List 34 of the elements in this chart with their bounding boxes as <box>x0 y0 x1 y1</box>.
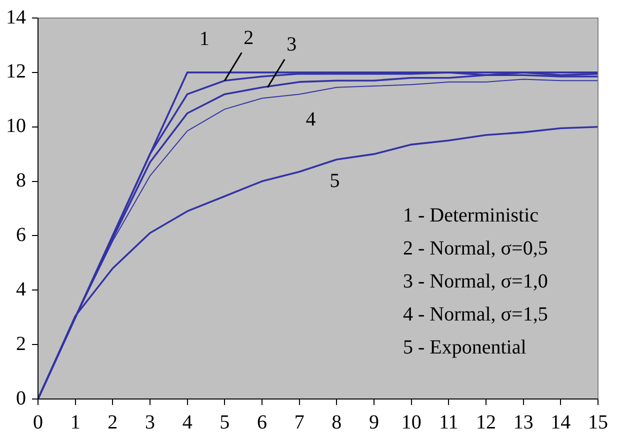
x-tick-label: 11 <box>439 411 458 434</box>
y-tick-label: 8 <box>16 170 26 192</box>
x-tick-label: 14 <box>550 411 571 434</box>
x-tick-label: 9 <box>369 411 379 434</box>
x-tick-label: 7 <box>294 411 304 434</box>
annotation: 5 <box>330 170 340 192</box>
x-tick-label: 3 <box>145 411 155 434</box>
annotation: 1 <box>199 28 210 50</box>
x-tick-label: 2 <box>108 411 118 434</box>
y-tick-label: 2 <box>16 332 26 355</box>
x-tick-label: 6 <box>257 411 267 434</box>
y-tick-label: 14 <box>6 6 26 28</box>
annotation: 3 <box>286 34 297 56</box>
y-tick-label: 10 <box>6 115 26 138</box>
annotation: 2 <box>244 26 254 49</box>
annotation: 3 - Normal, σ=1,0 <box>403 270 548 292</box>
x-tick-label: 1 <box>70 411 80 434</box>
y-tick-label: 6 <box>16 224 26 246</box>
x-tick-label: 13 <box>513 411 534 434</box>
y-tick-label: 12 <box>6 60 26 83</box>
annotation: 2 - Normal, σ=0,5 <box>403 237 548 260</box>
annotation: 1 - Deterministic <box>403 204 539 226</box>
annotation: 5 - Exponential <box>403 336 527 358</box>
x-tick-label: 0 <box>33 411 43 434</box>
x-tick-label: 5 <box>220 411 230 434</box>
y-tick-label: 0 <box>16 387 26 410</box>
y-tick-label: 4 <box>16 278 26 300</box>
annotation: 4 - Normal, σ=1,5 <box>403 303 548 326</box>
annotation: 4 <box>306 108 316 130</box>
x-tick-label: 10 <box>401 411 422 434</box>
x-tick-label: 12 <box>476 411 496 434</box>
x-tick-label: 4 <box>182 411 192 434</box>
x-tick-label: 8 <box>332 411 342 434</box>
x-tick-label: 15 <box>588 411 608 434</box>
